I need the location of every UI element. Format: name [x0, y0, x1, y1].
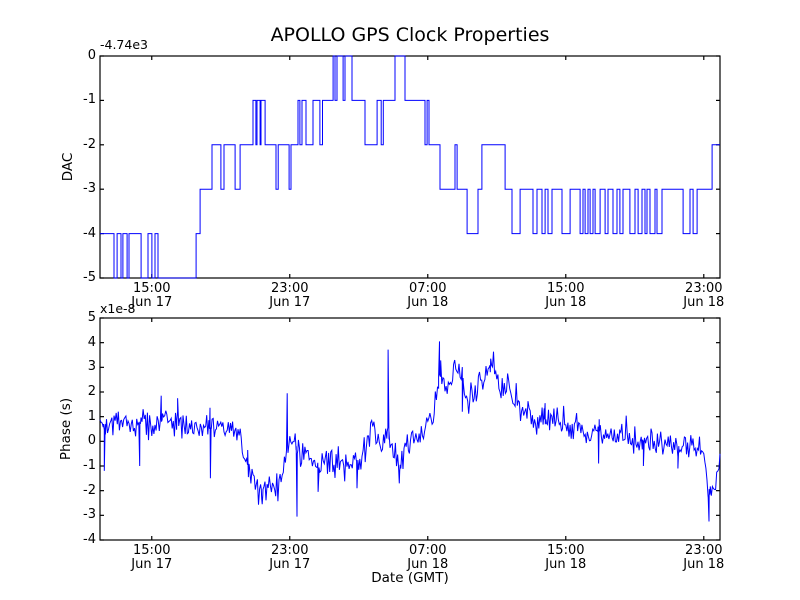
phase-axis-scale-text: x1e-8: [100, 301, 136, 316]
xtick-date: Jun 18: [683, 295, 725, 310]
phase-ytick-label: 1: [87, 408, 96, 424]
phase-xtick-label: 23:00 Jun 17: [245, 544, 335, 572]
phase-ytick-label: 5: [87, 310, 96, 325]
xtick-time: 15:00: [133, 543, 171, 558]
xtick-time: 15:00: [133, 281, 171, 296]
dac-ytick-label: -5: [83, 270, 96, 285]
xtick-date: Jun 18: [683, 557, 725, 572]
axes-layer: [99, 55, 721, 541]
phase-ytick-label: -4: [83, 532, 96, 547]
dac-xtick-label: 15:00 Jun 18: [521, 282, 611, 310]
dac-ytick-label: 0: [87, 48, 96, 63]
dac-ytick-label: -1: [83, 92, 96, 108]
phase-xtick-label: 07:00 Jun 18: [383, 544, 473, 572]
xtick-time: 07:00: [409, 281, 447, 296]
phase-xtick-label: 15:00 Jun 18: [521, 544, 611, 572]
dac-xtick-label: 23:00 Jun 17: [245, 282, 335, 310]
xtick-time: 15:00: [547, 543, 585, 558]
xtick-time: 23:00: [271, 281, 309, 296]
phase-xtick-label: 15:00 Jun 17: [107, 544, 197, 572]
dac-xtick-label: 07:00 Jun 18: [383, 282, 473, 310]
dac-axes-frame: [99, 55, 721, 279]
dac-axis-label: DAC: [60, 152, 76, 182]
dac-xtick-label: 23:00 Jun 18: [659, 282, 749, 310]
dac-ytick-label: -3: [83, 181, 96, 197]
x-axis-label: Date (GMT): [371, 570, 449, 586]
phase-ytick-label: 4: [87, 334, 96, 350]
xtick-date: Jun 17: [269, 557, 311, 572]
xtick-date: Jun 18: [407, 295, 449, 310]
phase-axes-frame: [99, 317, 721, 541]
phase-trace: [99, 341, 721, 522]
phase-ytick-label: -2: [83, 482, 96, 498]
data-layer: [99, 55, 721, 522]
phase-ytick-label: -1: [83, 458, 96, 473]
xtick-time: 15:00: [547, 281, 585, 296]
xtick-date: Jun 18: [545, 295, 587, 310]
phase-ytick-label: 3: [87, 359, 96, 375]
phase-ytick-label: 2: [87, 384, 96, 399]
xtick-time: 23:00: [271, 543, 309, 558]
xtick-time: 23:00: [685, 543, 723, 558]
xtick-date: Jun 17: [131, 557, 173, 572]
xtick-time: 23:00: [685, 281, 723, 296]
dac-ytick-label: -4: [83, 225, 96, 241]
dac-xtick-label: 15:00 Jun 17: [107, 282, 197, 310]
xtick-date: Jun 17: [269, 295, 311, 310]
xtick-time: 07:00: [409, 543, 447, 558]
dac-ytick-label: -2: [83, 136, 96, 152]
xtick-date: Jun 18: [545, 557, 587, 572]
xtick-date: Jun 17: [131, 295, 173, 310]
dac-axis-offset-text: -4.74e3: [100, 37, 148, 52]
dac-trace: [100, 55, 720, 279]
xtick-date: Jun 18: [407, 557, 449, 572]
phase-ytick-label: -3: [83, 507, 96, 523]
phase-ytick-label: 0: [87, 433, 96, 449]
chart-title: APOLLO GPS Clock Properties: [270, 24, 550, 46]
phase-axis-label: Phase (s): [58, 397, 74, 461]
phase-xtick-label: 23:00 Jun 18: [659, 544, 749, 572]
